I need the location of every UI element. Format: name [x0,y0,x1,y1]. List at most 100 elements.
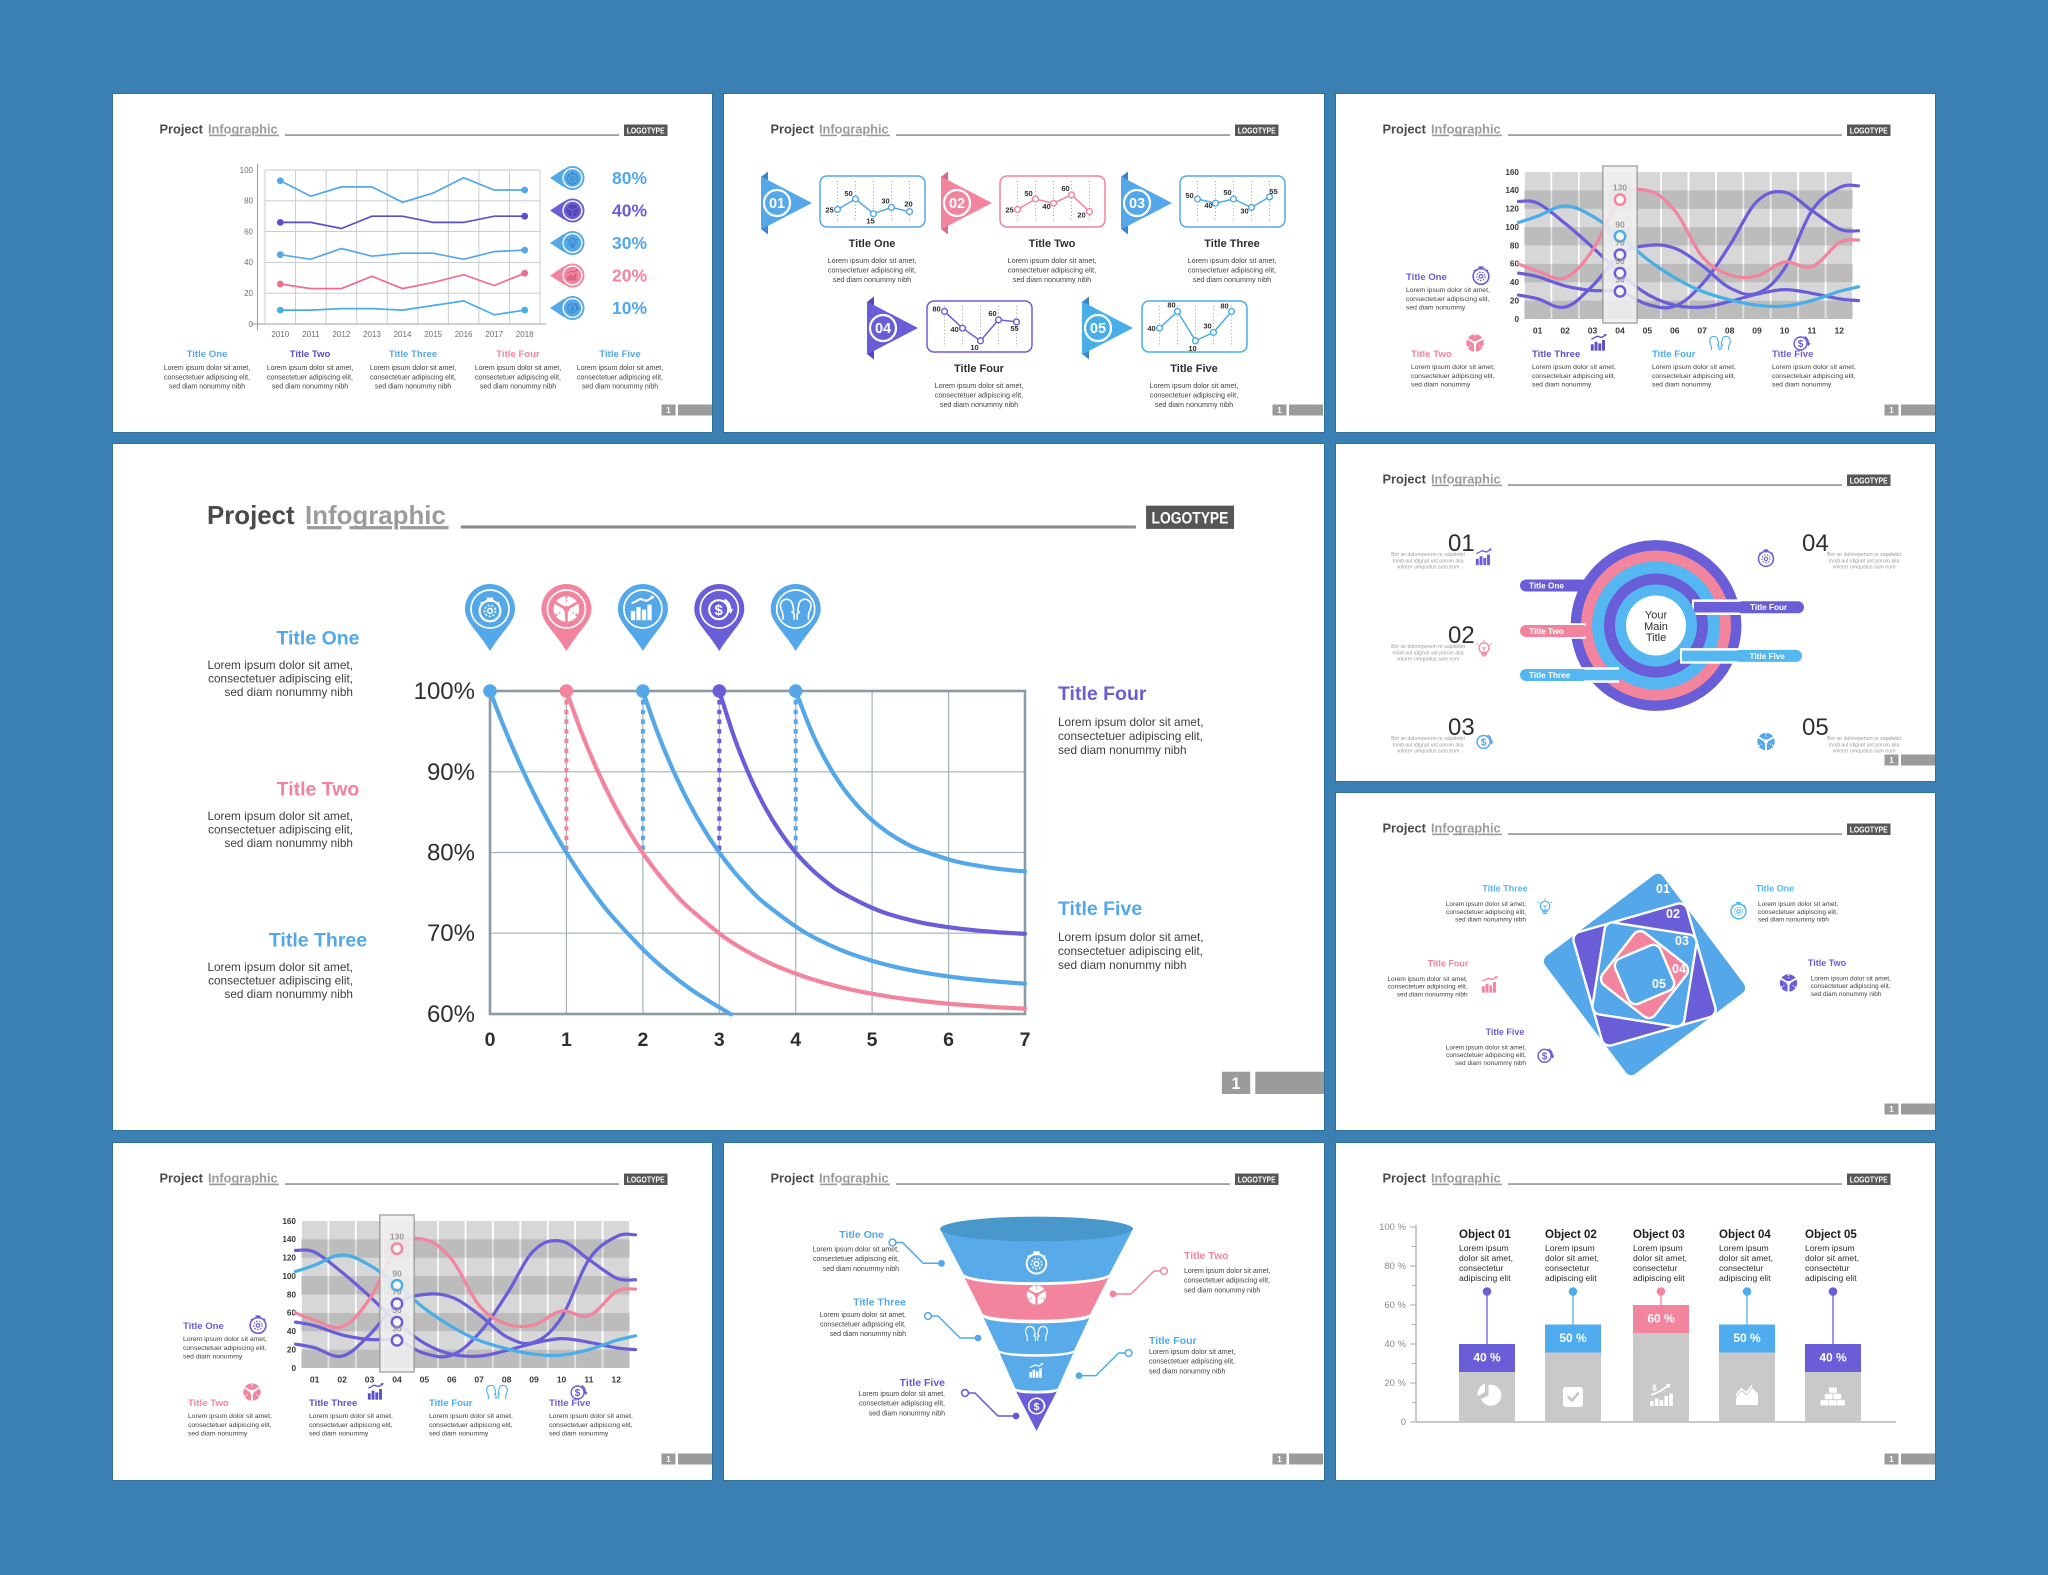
svg-text:1: 1 [561,1029,572,1051]
svg-text:80: 80 [1167,300,1175,309]
svg-text:20: 20 [1077,211,1085,220]
svg-text:160: 160 [1505,168,1519,177]
svg-text:03: 03 [365,1375,375,1385]
svg-text:volorer umquatus sum eum: volorer umquatus sum eum [1833,749,1896,755]
svg-text:07: 07 [474,1375,484,1385]
svg-text:consectetuer adipiscing elit,: consectetuer adipiscing elit, [1150,391,1238,400]
svg-text:Lorem ipsum dolor sit amet,: Lorem ipsum dolor sit amet, [309,1413,393,1420]
svg-text:adipiscing elit: adipiscing elit [1633,1273,1685,1283]
svg-text:consectetuer adipiscing elit,: consectetuer adipiscing elit, [309,1422,393,1429]
svg-text:Lorem ipsum dolor sit amet,: Lorem ipsum dolor sit amet, [1008,256,1097,265]
svg-text:Lorem ipsum dolor sit amet,: Lorem ipsum dolor sit amet, [1532,364,1616,371]
svg-text:sed diam nonummy nibh: sed diam nonummy nibh [1455,1060,1526,1067]
svg-text:sed diam nonummy: sed diam nonummy [1652,382,1712,389]
svg-text:consectetuer adipiscing elit,: consectetuer adipiscing elit, [475,374,561,381]
svg-text:20: 20 [904,200,912,209]
svg-text:consectetur: consectetur [1805,1263,1850,1273]
svg-text:consectetuer adipiscing elit,: consectetuer adipiscing elit, [828,266,916,275]
svg-text:Lorem ipsum dolor sit amet,: Lorem ipsum dolor sit amet, [859,1391,945,1398]
svg-text:6: 6 [943,1029,954,1051]
svg-text:55: 55 [1010,324,1018,333]
svg-text:01: 01 [769,196,785,212]
svg-text:Object 05: Object 05 [1805,1229,1857,1241]
svg-text:consectetuer adipiscing elit,: consectetuer adipiscing elit, [820,1322,906,1329]
svg-text:50: 50 [1615,256,1625,266]
svg-text:0: 0 [249,320,254,329]
svg-text:60 %: 60 % [1647,1311,1675,1325]
svg-text:40%: 40% [612,201,647,221]
svg-text:40 %: 40 % [1473,1350,1501,1364]
svg-text:12: 12 [1835,326,1845,336]
svg-text:05: 05 [1643,326,1653,336]
svg-text:30%: 30% [612,233,647,253]
svg-text:05: 05 [1802,714,1829,741]
svg-text:$: $ [1034,1401,1040,1413]
svg-text:sed diam nonummy nibh: sed diam nonummy nibh [940,400,1018,409]
svg-text:consectetuer adipiscing elit,: consectetuer adipiscing elit, [267,374,353,381]
svg-text:Lorem ipsum dolor sit amet,: Lorem ipsum dolor sit amet, [1387,976,1467,983]
svg-text:Title One: Title One [1529,582,1564,591]
svg-text:consectetur: consectetur [1633,1263,1678,1273]
svg-text:consectetuer adipiscing elit,: consectetuer adipiscing elit, [813,1256,899,1263]
svg-text:40 %: 40 % [1384,1339,1406,1350]
svg-text:Title Two: Title Two [1808,958,1847,968]
svg-text:30: 30 [392,1323,402,1333]
svg-text:consectetuer adipiscing elit,: consectetuer adipiscing elit, [935,391,1023,400]
svg-text:Lorem ipsum dolor sit amet,: Lorem ipsum dolor sit amet, [813,1247,899,1254]
svg-text:consectetuer adipiscing elit,: consectetuer adipiscing elit, [1811,983,1891,990]
svg-text:sed diam nonummy: sed diam nonummy [429,1431,489,1438]
svg-text:25: 25 [825,206,833,215]
svg-text:dolor sit amet,: dolor sit amet, [1719,1253,1773,1263]
svg-text:Lorem ipsum dolor sit amet,: Lorem ipsum dolor sit amet, [577,365,663,372]
svg-text:consectetuer adipiscing elit,: consectetuer adipiscing elit, [208,672,353,686]
svg-text:7: 7 [1020,1029,1031,1051]
svg-text:consectetuer adipiscing elit,: consectetuer adipiscing elit, [1008,266,1096,275]
svg-text:Title Three: Title Three [1532,349,1580,360]
svg-text:06: 06 [447,1375,457,1385]
svg-text:Lorem ipsum: Lorem ipsum [1805,1243,1855,1253]
svg-text:sed diam nonummy nibh: sed diam nonummy nibh [1397,991,1468,998]
svg-text:consectetuer adipiscing elit,: consectetuer adipiscing elit, [208,823,353,837]
svg-text:04: 04 [1615,326,1625,336]
svg-text:Lorem ipsum dolor sit amet,: Lorem ipsum dolor sit amet, [370,365,456,372]
svg-text:consectetuer adipiscing elit,: consectetuer adipiscing elit, [859,1401,945,1408]
svg-text:15: 15 [866,217,874,226]
svg-text:05: 05 [1652,977,1666,991]
svg-text:Lorem ipsum dolor sit amet,: Lorem ipsum dolor sit amet, [1411,364,1495,371]
svg-text:Lorem ipsum dolor sit amet,: Lorem ipsum dolor sit amet, [1149,1349,1235,1356]
svg-text:25: 25 [1005,206,1013,215]
svg-text:120: 120 [1505,205,1519,214]
svg-text:60: 60 [1061,184,1069,193]
svg-text:80%: 80% [427,840,475,867]
svg-text:40: 40 [950,325,958,334]
svg-text:80%: 80% [612,168,647,188]
svg-text:130: 130 [390,1232,404,1242]
svg-text:Lorem ipsum dolor sit amet,: Lorem ipsum dolor sit amet, [549,1413,633,1420]
svg-text:sed diam nonummy nibh: sed diam nonummy nibh [169,384,245,391]
svg-text:Bor se doloreperum re sapidebi: Bor se doloreperum re sapidebit [1391,644,1465,650]
svg-text:20: 20 [287,1345,297,1354]
svg-text:adipiscing elit: adipiscing elit [1719,1273,1771,1283]
svg-text:3: 3 [714,1029,725,1051]
svg-text:60%: 60% [427,1001,475,1028]
svg-text:Object 04: Object 04 [1719,1229,1771,1241]
svg-text:consectetuer adipiscing elit,: consectetuer adipiscing elit, [1411,373,1495,380]
svg-text:consectetuer adipiscing elit,: consectetuer adipiscing elit, [370,374,456,381]
svg-text:sed diam nonummy nibh: sed diam nonummy nibh [1758,917,1829,924]
svg-text:Lorem ipsum dolor sit amet,: Lorem ipsum dolor sit amet, [820,1312,906,1319]
svg-text:60: 60 [287,1309,297,1318]
svg-text:Lorem ipsum: Lorem ipsum [1459,1243,1509,1253]
svg-text:consectetuer adipiscing elit,: consectetuer adipiscing elit, [1652,373,1736,380]
svg-text:Lorem ipsum: Lorem ipsum [1633,1243,1683,1253]
svg-text:modi aut idignat unt porum ali: modi aut idignat unt porum alia [1829,558,1900,564]
svg-text:Main: Main [1644,621,1668,633]
svg-text:70: 70 [392,1287,402,1297]
svg-text:Lorem ipsum dolor sit amet,: Lorem ipsum dolor sit amet, [429,1413,513,1420]
svg-text:consectetuer adipiscing elit,: consectetuer adipiscing elit, [577,374,663,381]
svg-text:consectetuer adipiscing elit,: consectetuer adipiscing elit, [1388,984,1468,991]
svg-text:volorer umquatus sum eum: volorer umquatus sum eum [1833,565,1896,571]
svg-text:40: 40 [1510,278,1520,287]
svg-text:12: 12 [612,1375,622,1385]
svg-text:consectetuer adipiscing elit,: consectetuer adipiscing elit, [1184,1278,1270,1285]
svg-text:09: 09 [529,1375,539,1385]
